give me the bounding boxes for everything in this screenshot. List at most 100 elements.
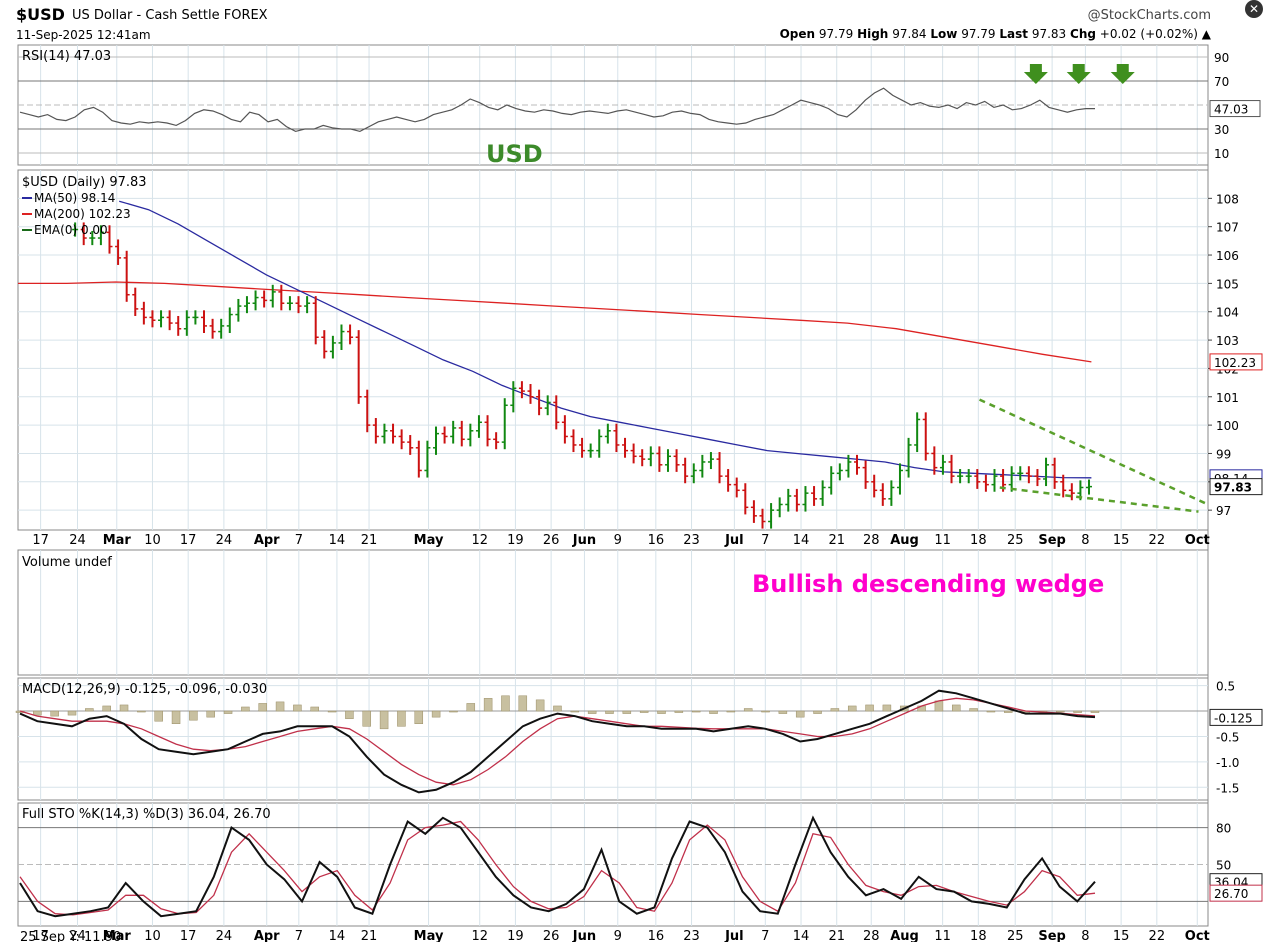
x-tick-label: Apr (254, 533, 280, 548)
ma50-line (119, 200, 1092, 479)
x-tick-label: 26 (543, 533, 560, 548)
ohlc-bar (1043, 457, 1050, 487)
macd-histogram-bar (951, 704, 961, 712)
macd-histogram-bar (657, 710, 666, 714)
x-tick-label: 18 (970, 533, 987, 548)
rsi-last-box (1209, 100, 1261, 118)
x-tick-label: Aug (890, 533, 919, 548)
x-tick-label: 7 (295, 533, 303, 548)
price-tick-label: 108 (1216, 192, 1239, 206)
ohlc-bar (235, 298, 242, 322)
price-last-label: 102.23 (1214, 356, 1256, 370)
quote-line: Open 97.79 High 97.84 Low 97.79 Last 97.… (780, 27, 1211, 41)
ohlc-bar (149, 310, 156, 328)
ohlc-bar (527, 384, 534, 404)
ohlc-bar (175, 315, 182, 336)
x-tick-label: 22 (1149, 929, 1166, 942)
sto-k-line (19, 815, 1096, 918)
ohlc-bar (1008, 466, 1015, 492)
x-tick-label: 15 (1113, 929, 1130, 942)
x-tick-label: Oct (1185, 929, 1210, 942)
close-icon[interactable]: ✕ (1245, 0, 1263, 18)
price-tick-label: 105 (1216, 277, 1239, 291)
macd-tick-label: -1.5 (1216, 781, 1239, 795)
x-tick-label: Aug (890, 929, 919, 942)
x-tick-label: 14 (329, 533, 346, 548)
legend-entry: EMA(0) 0.00 (34, 223, 108, 237)
macd-histogram-bar (449, 710, 458, 713)
macd-histogram-bar (553, 705, 562, 712)
x-tick-label: 14 (329, 929, 346, 942)
x-tick-label: 24 (69, 929, 86, 942)
macd-histogram-bar (137, 710, 146, 713)
ohlc-bar (372, 418, 379, 444)
x-tick-label: 7 (761, 533, 769, 548)
wedge-annotation: Bullish descending wedge (752, 570, 1104, 598)
rsi-tick-label: 30 (1214, 123, 1229, 137)
ohlc-bar (862, 460, 869, 489)
macd-histogram-bar (587, 710, 597, 714)
ohlc-bar (364, 389, 371, 433)
ohlc-bar (209, 318, 216, 339)
ohlc-bar (475, 415, 482, 438)
x-tick-label: 16 (648, 929, 665, 942)
chg-value: +0.02 (+0.02%) (1099, 27, 1198, 41)
ohlc-bar (97, 225, 104, 246)
ohlc-bar (115, 239, 122, 265)
rsi-last-label: 47.03 (1214, 103, 1248, 117)
ohlc-bar (80, 222, 87, 246)
ohlc-bar (664, 449, 671, 472)
x-tick-label: 18 (970, 929, 987, 942)
ohlc-bar (776, 497, 783, 518)
sto-last-label: 26.70 (1214, 887, 1248, 901)
macd-histogram-bar (986, 710, 996, 713)
x-tick-label: 16 (648, 533, 665, 548)
x-tick-label: 12 (471, 929, 488, 942)
wedge-lower-line (999, 486, 1199, 513)
ohlc-bar (304, 296, 311, 314)
macd-histogram-bar (1056, 710, 1065, 713)
ohlc-bar (1068, 483, 1075, 501)
sto-last-box (1209, 884, 1263, 902)
ohlc-bar (89, 230, 96, 246)
x-tick-label: 14 (793, 929, 810, 942)
x-tick-label: 10 (144, 929, 161, 942)
macd-histogram-bar (639, 710, 649, 713)
price-last-box (1209, 478, 1263, 496)
ohlc-bar (707, 452, 714, 470)
ohlc-bar (106, 225, 113, 254)
macd-histogram-bar (691, 710, 701, 713)
macd-histogram-bar (1090, 710, 1100, 713)
green-down-arrow-icon (1110, 64, 1135, 84)
ohlc-bar (888, 480, 895, 506)
x-tick-label: 24 (69, 533, 86, 548)
ohlc-bar (991, 469, 998, 492)
x-tick-label: 24 (216, 533, 233, 548)
ohlc-bar (286, 296, 293, 311)
chart-header: $USD US Dollar - Cash Settle FOREX 11-Se… (0, 0, 1263, 44)
x-tick-label: 11 (934, 929, 951, 942)
ohlc-bar (811, 486, 818, 506)
macd-histogram-bar (119, 704, 129, 712)
ohlc-bar (192, 310, 199, 325)
rsi-title: RSI(14) 47.03 (22, 49, 111, 64)
ohlc-bar (768, 503, 775, 529)
macd-tick-label: -0.5 (1216, 730, 1239, 744)
ohlc-bar (647, 446, 654, 467)
x-tick-label: 21 (361, 929, 378, 942)
price-tick-label: 106 (1216, 249, 1239, 263)
ohlc-bar (656, 446, 663, 472)
ohlc-bar (845, 454, 852, 478)
macd-histogram-bar (414, 710, 424, 725)
ohlc-bar (1051, 457, 1058, 489)
ohlc-bar (269, 284, 276, 308)
legend-entry: MA(50) 98.14 (34, 191, 115, 205)
ohlc-bar (407, 435, 414, 455)
macd-histogram-bar (379, 710, 389, 730)
x-tick-label: Jun (572, 929, 596, 942)
macd-histogram-bar (882, 704, 892, 712)
macd-histogram-bar (535, 699, 545, 712)
ohlc-bar (553, 395, 560, 430)
x-tick-label: 19 (507, 929, 524, 942)
ohlc-bar (243, 296, 250, 314)
